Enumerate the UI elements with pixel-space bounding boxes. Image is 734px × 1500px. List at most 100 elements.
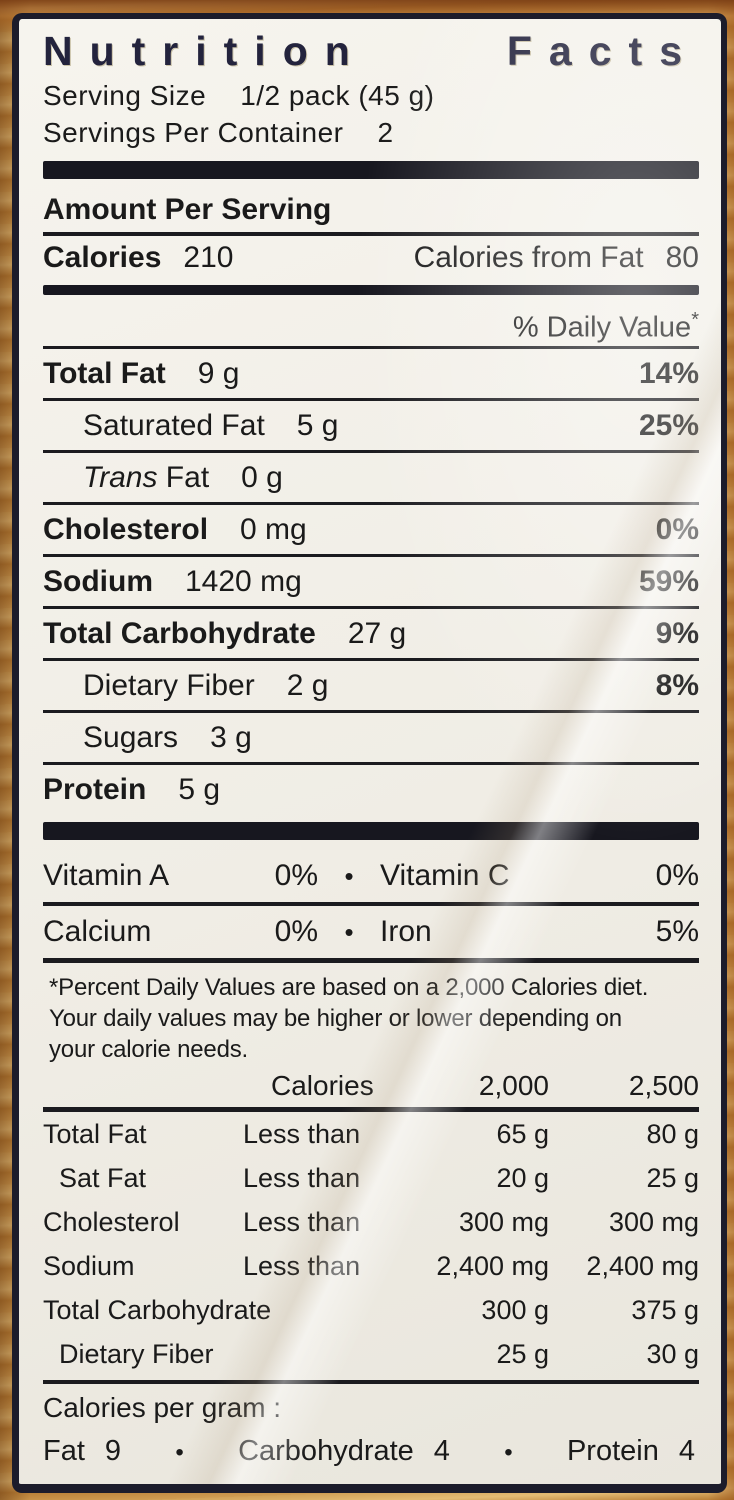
vitamin-row: Calcium 0% • Iron 5% <box>43 902 699 958</box>
dv-row-name: Dietary Fiber <box>59 1339 214 1369</box>
dv-row-value-2500: 25 g <box>646 1163 699 1193</box>
nutrient-daily-value: 0% <box>655 513 699 547</box>
daily-value-asterisk: * <box>691 308 699 331</box>
vitamin-value-right: 0% <box>655 859 699 892</box>
vitamin-name-right: Vitamin C <box>380 859 510 892</box>
calories-from-fat-label: Calories from Fat <box>413 240 644 274</box>
dv-row-value-2000: 300 g <box>481 1295 549 1325</box>
nutrient-name: Saturated Fat 5 g <box>83 409 339 443</box>
servings-per-container-value: 2 <box>377 117 394 148</box>
nutrient-name-bold: Total Fat <box>43 357 166 391</box>
daily-value-header: % Daily Value* <box>43 301 699 347</box>
nutrient-name: Protein 5 g <box>43 765 220 814</box>
footnote-line: *Percent Daily Values are based on a 2,0… <box>49 974 649 1001</box>
nutrient-row: Saturated Fat 5 g 25% <box>43 398 699 450</box>
vitamin-row: Vitamin A 0% • Vitamin C 0% <box>43 850 699 902</box>
nutrient-amount: 0 mg <box>240 513 307 547</box>
dv-row-value-2500: 30 g <box>646 1339 699 1369</box>
vitamin-value-left: 0% <box>274 915 318 948</box>
daily-value-footnote: *Percent Daily Values are based on a 2,0… <box>43 963 699 1067</box>
serving-size-value: 1/2 pack (45 g) <box>240 80 435 111</box>
nutrient-name-bold: Cholesterol <box>43 513 209 547</box>
servings-per-container-row: Servings Per Container 2 <box>43 114 699 151</box>
dv-table-row: Total Carbohydrate 300 g 375 g <box>43 1288 699 1332</box>
bullet-separator: • <box>504 1439 513 1466</box>
nutrient-row: Trans Fat 0 g <box>43 450 699 502</box>
dv-table-header-blank <box>43 1067 243 1105</box>
nutrient-name: Cholesterol 0 mg <box>43 505 307 554</box>
title-word-nutrition: Nutrition <box>43 28 367 74</box>
dv-table-header-calories: Calories <box>271 1070 374 1101</box>
dv-row-value-2500: 375 g <box>631 1295 699 1325</box>
dv-row-value-2500: 2,400 mg <box>586 1251 699 1281</box>
dv-table-header: Calories 2,000 2,500 <box>43 1067 699 1112</box>
calories-left: Calories 210 <box>43 236 233 280</box>
dv-row-value-2500: 80 g <box>646 1119 699 1149</box>
dv-row-qualifier: Less than <box>243 1119 361 1149</box>
dv-table-row: Cholesterol Less than 300 mg 300 mg <box>43 1200 699 1244</box>
nutrition-facts-panel: Nutrition Facts Serving Size 1/2 pack (4… <box>12 13 727 1493</box>
daily-value-header-text: % Daily Value <box>512 311 692 344</box>
vitamin-name-right: Iron <box>380 915 432 948</box>
calories-from-fat: Calories from Fat 80 <box>414 236 699 280</box>
calories-per-gram-value: 4 <box>678 1435 695 1467</box>
dv-table-row: Sat Fat Less than 20 g 25 g <box>43 1156 699 1200</box>
nutrient-name-italic: Trans <box>83 461 158 495</box>
footnote-line: Your daily values may be higher or lower… <box>49 1005 622 1032</box>
serving-size-label: Serving Size <box>43 80 207 111</box>
dv-row-value-2000: 25 g <box>496 1339 549 1369</box>
dv-table-rows: Total Fat Less than 65 g 80 g Sat Fat Less th… <box>43 1112 699 1376</box>
separator-bar-thick <box>43 161 699 179</box>
dv-row-value-2000: 2,400 mg <box>436 1251 549 1281</box>
nutrient-row: Sugars 3 g <box>43 710 699 762</box>
title-word-facts: Facts <box>506 28 699 74</box>
servings-per-container-label: Servings Per Container <box>43 117 344 148</box>
dv-row-qualifier: Less than <box>243 1251 361 1281</box>
nutrient-row: Sodium 1420 mg 59% <box>43 554 699 606</box>
vitamin-name-left: Vitamin A <box>43 859 170 892</box>
dv-table-row: Dietary Fiber 25 g 30 g <box>43 1332 699 1376</box>
calories-per-gram-item: Protein 4 <box>566 1435 695 1467</box>
dv-row-name: Total Fat <box>43 1119 147 1149</box>
calories-row: Calories 210 Calories from Fat 80 <box>43 236 699 280</box>
nutrient-row: Protein 5 g <box>43 762 699 814</box>
dv-row-value-2000: 300 mg <box>458 1207 549 1237</box>
calories-per-gram-value: 9 <box>104 1435 122 1467</box>
nutrient-amount: 2 g <box>286 669 329 703</box>
calories-from-fat-value: 80 <box>665 240 699 274</box>
calories-per-gram-section: Calories per gram : Fat 9 • Carbohydrate 4 • P… <box>43 1380 699 1476</box>
calories-label: Calories <box>43 240 162 274</box>
nutrient-amount: 5 g <box>178 773 221 807</box>
dv-row-qualifier: Less than <box>243 1163 361 1193</box>
nutrient-rows: Total Fat 9 g 14% Saturated Fat 5 g 25% Trans … <box>43 346 699 814</box>
nutrient-amount: 3 g <box>210 721 252 755</box>
nutrient-amount: 9 g <box>197 357 240 391</box>
nutrient-name: Total Fat 9 g <box>43 349 240 398</box>
calories-per-gram-label: Calories per gram : <box>43 1392 282 1423</box>
calories-per-gram-item: Carbohydrate 4 <box>238 1435 450 1467</box>
dv-row-name: Total Carbohydrate <box>43 1295 272 1325</box>
bullet-separator: • <box>344 917 354 947</box>
dv-row-value-2000: 65 g <box>496 1119 549 1149</box>
dv-row-qualifier: Less than <box>243 1207 361 1237</box>
nutrient-name-bold: Protein <box>43 773 147 807</box>
vitamin-value-left: 0% <box>274 859 318 892</box>
nutrient-daily-value: 59% <box>638 565 699 599</box>
nutrient-row: Dietary Fiber 2 g 8% <box>43 658 699 710</box>
calories-per-gram-item: Fat 9 <box>43 1435 122 1467</box>
nutrient-amount: 5 g <box>296 409 339 443</box>
nutrient-name: Trans Fat 0 g <box>83 461 283 495</box>
nutrient-amount: 27 g <box>347 617 407 651</box>
nutrient-daily-value: 8% <box>655 669 699 703</box>
footnote-line: your calorie needs. <box>49 1036 248 1063</box>
calories-value: 210 <box>183 240 234 274</box>
nutrient-daily-value: 25% <box>638 409 699 443</box>
calories-per-gram-row: Fat 9 • Carbohydrate 4 • Protein 4 <box>43 1428 699 1476</box>
dv-row-value-2000: 20 g <box>496 1163 549 1193</box>
serving-size-row: Serving Size 1/2 pack (45 g) <box>43 77 699 114</box>
dv-table-header-2500: 2,500 <box>628 1070 699 1101</box>
separator-bar-medium <box>43 284 699 295</box>
nutrient-name: Dietary Fiber 2 g <box>83 669 329 703</box>
dv-row-name: Cholesterol <box>43 1207 180 1237</box>
